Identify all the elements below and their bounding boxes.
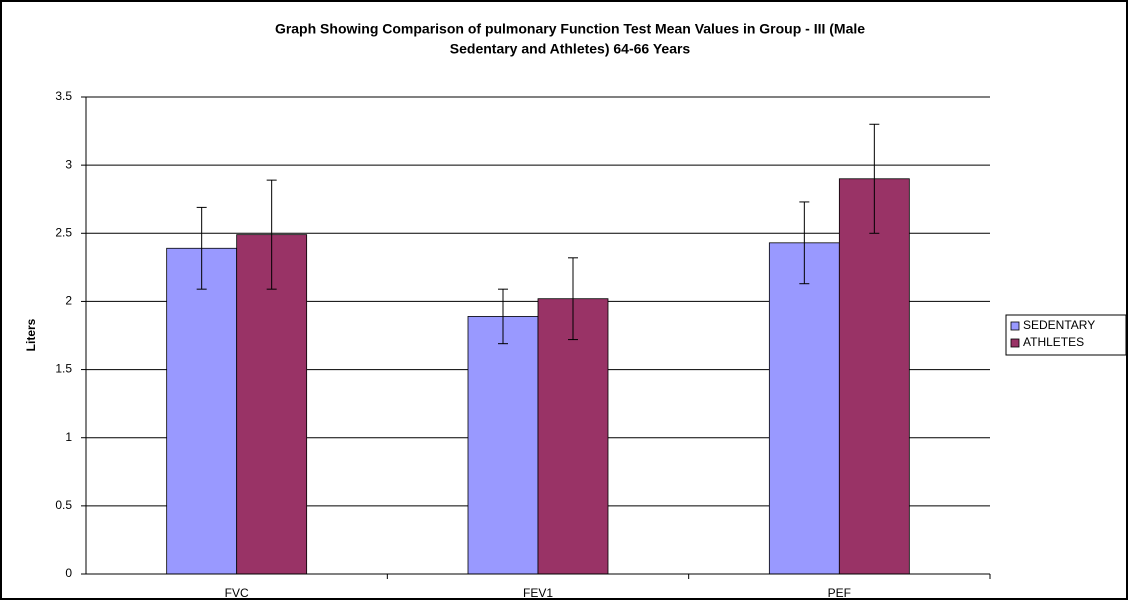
- chart-title: Sedentary and Athletes) 64-66 Years: [450, 41, 691, 57]
- legend-label: SEDENTARY: [1023, 318, 1095, 332]
- chart-title: Graph Showing Comparison of pulmonary Fu…: [275, 21, 865, 37]
- bar: [467, 316, 539, 575]
- bar: [236, 234, 308, 575]
- x-tick-label: FEV1: [523, 586, 553, 600]
- y-tick-label: 3: [65, 157, 72, 171]
- y-tick-label: 2: [65, 294, 72, 308]
- y-axis-label: Liters: [24, 318, 38, 351]
- y-tick-label: 3.5: [55, 89, 72, 103]
- bar: [537, 298, 609, 575]
- y-tick-label: 1.5: [55, 362, 72, 376]
- y-tick-label: 2.5: [55, 225, 72, 239]
- bar: [838, 178, 910, 575]
- bar: [166, 247, 238, 575]
- x-tick-label: FVC: [225, 586, 249, 600]
- legend-box: [1005, 314, 1127, 356]
- y-tick-label: 0.5: [55, 498, 72, 512]
- y-tick-label: 1: [65, 430, 72, 444]
- legend-label: ATHLETES: [1023, 335, 1084, 349]
- y-tick-label: 0: [65, 566, 72, 580]
- x-tick-label: PEF: [828, 586, 851, 600]
- bar: [768, 242, 840, 575]
- legend-swatch: [1010, 338, 1020, 348]
- legend-swatch: [1010, 321, 1020, 331]
